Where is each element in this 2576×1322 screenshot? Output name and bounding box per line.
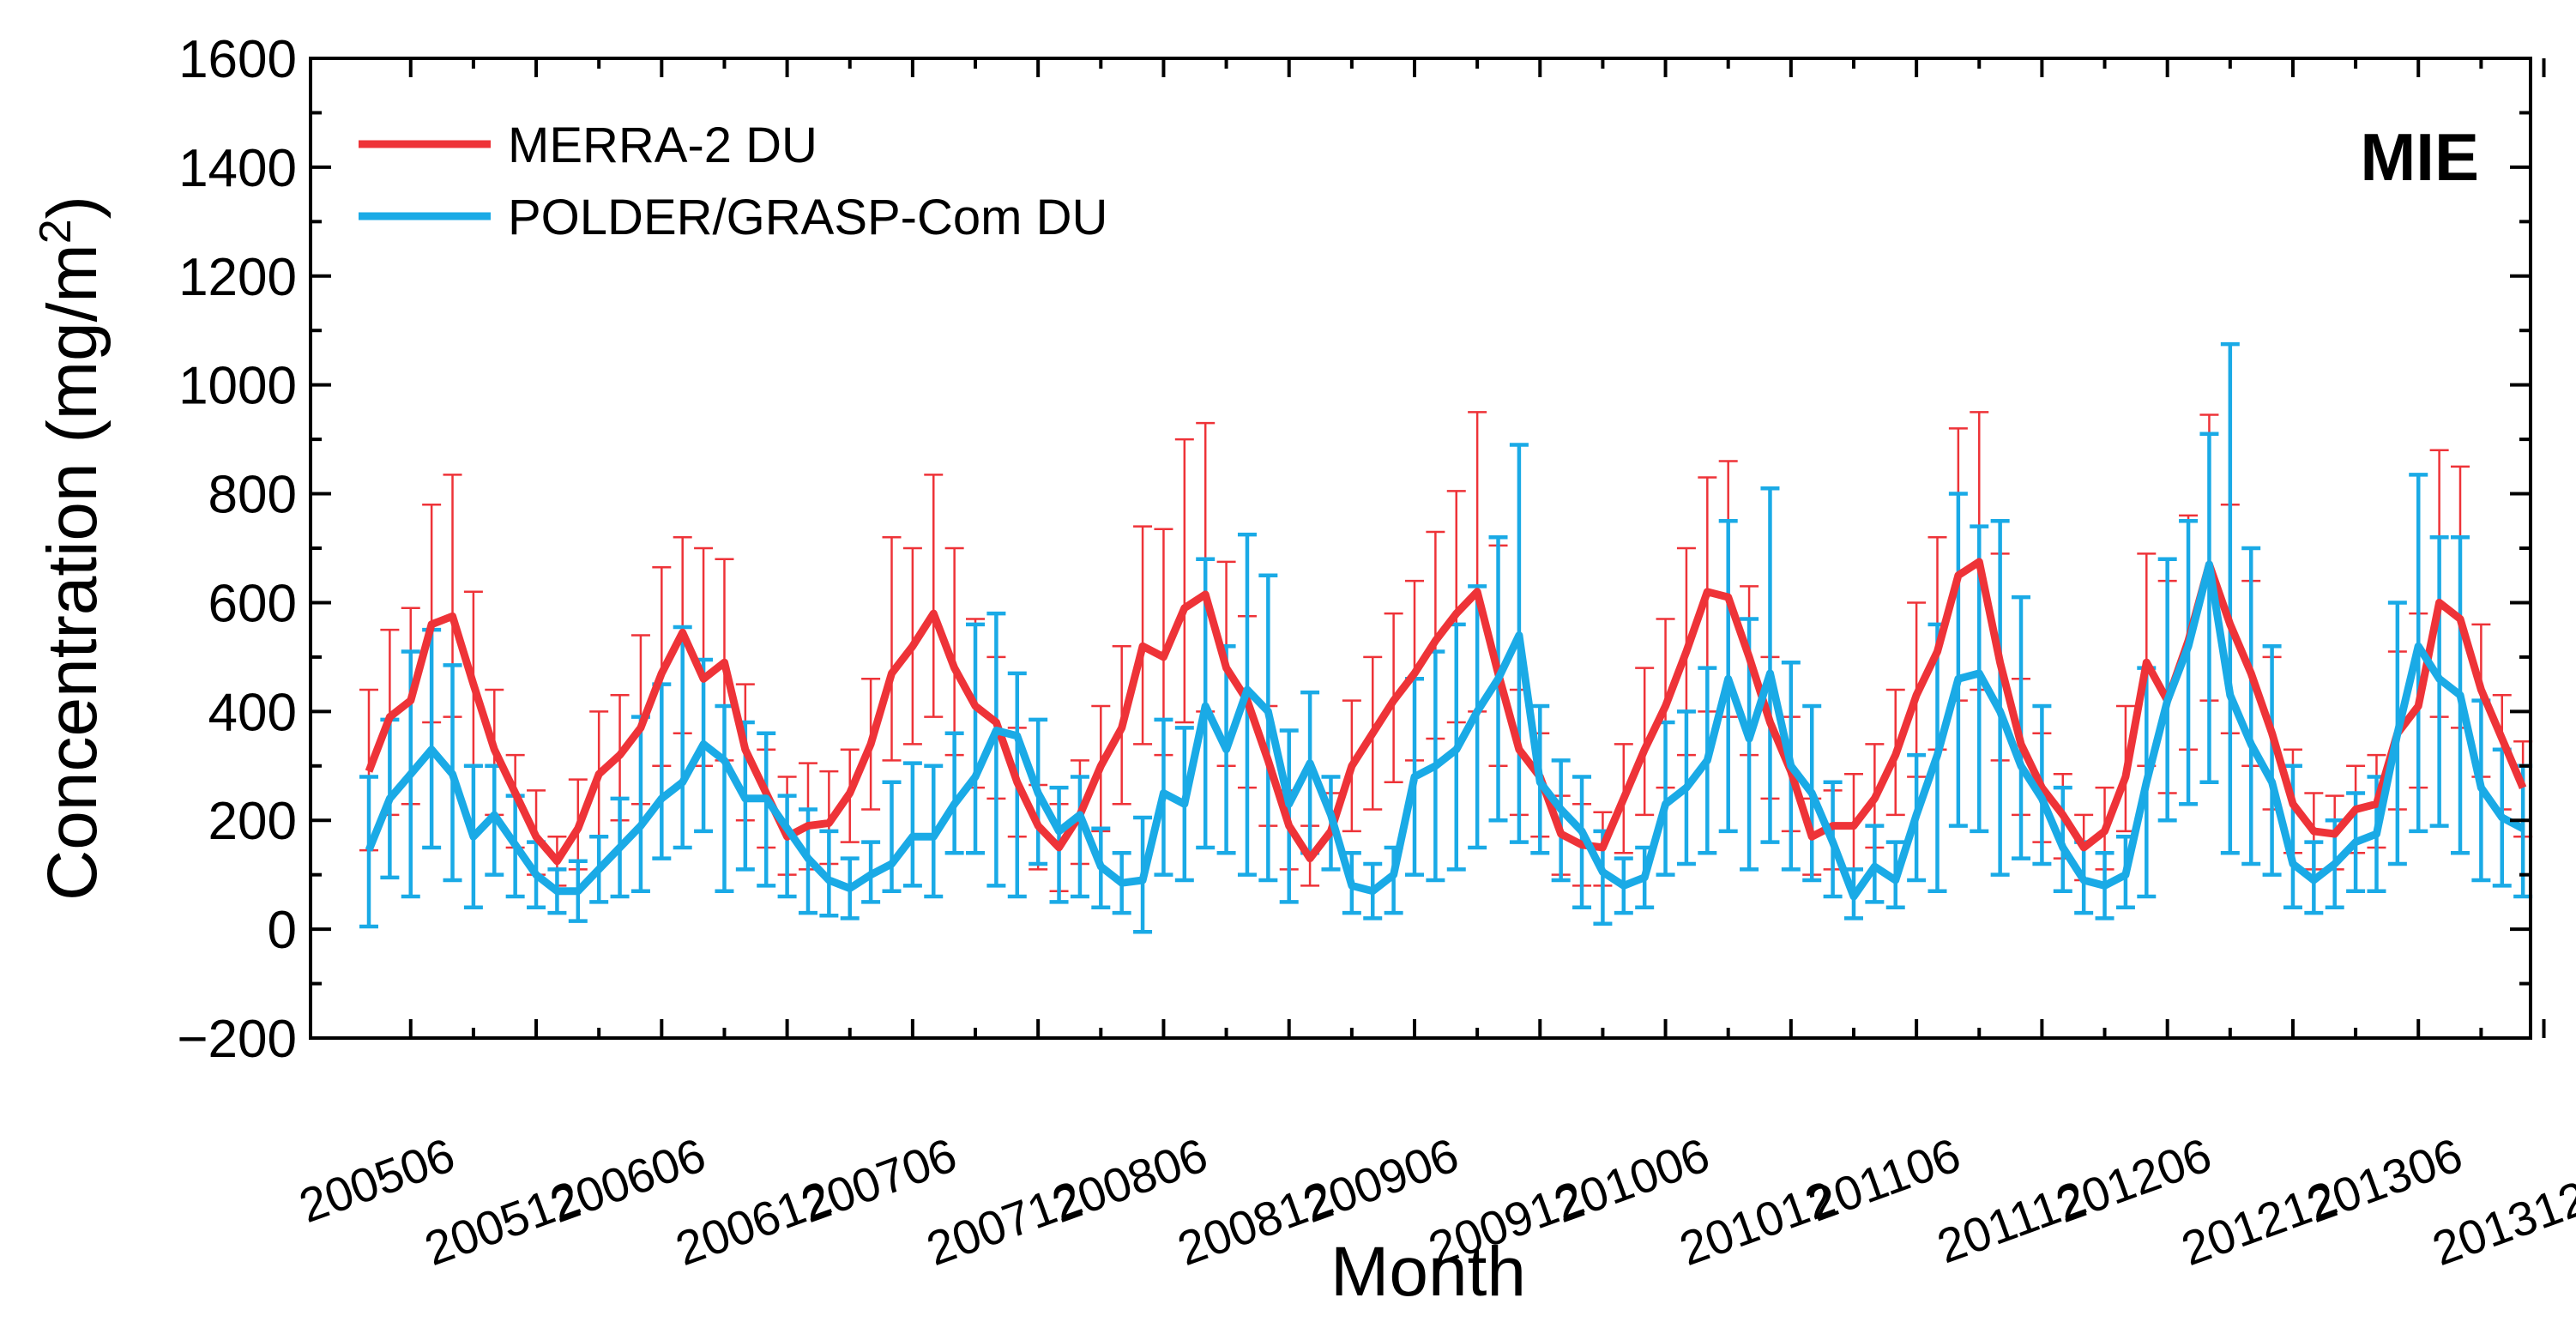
x-tick-label: 201206 <box>2049 1127 2218 1233</box>
x-tick-label: 201006 <box>1547 1127 1716 1233</box>
y-tick-label: 200 <box>208 792 297 851</box>
series-layer <box>359 341 2533 934</box>
x-axis-title: Month <box>1330 1233 1526 1311</box>
x-tick-label: 201306 <box>2300 1127 2469 1233</box>
legend-label-merra2: MERRA-2 DU <box>508 118 817 173</box>
y-tick-label: 1400 <box>178 139 297 198</box>
x-tick-label: 201106 <box>1801 1127 1967 1232</box>
series-merra2 <box>359 411 2533 892</box>
y-tick-label: 1000 <box>178 357 297 416</box>
y-tick-label: 600 <box>208 574 297 633</box>
y-tick-label: −200 <box>177 1010 297 1069</box>
x-tick-label: 200506 <box>293 1127 462 1233</box>
y-tick-label: 0 <box>268 901 297 960</box>
chart-annotation-label: MIE <box>2360 119 2479 195</box>
y-tick-label: 1200 <box>178 248 297 307</box>
x-tick-label: 200906 <box>1296 1127 1465 1233</box>
y-tick-label: 1600 <box>178 30 297 89</box>
y-tick-label: 400 <box>208 683 297 742</box>
x-tick-label: 201312 <box>2425 1170 2576 1276</box>
series-line-merra2 <box>365 558 2527 866</box>
x-tick-label: 200606 <box>543 1127 712 1233</box>
y-axis-title: Concentration (mg/m2) <box>31 196 112 901</box>
x-tick-label: 200706 <box>794 1127 963 1233</box>
x-tick-label: 200806 <box>1045 1127 1214 1233</box>
series-line-polder <box>365 560 2525 901</box>
y-tick-label: 800 <box>208 466 297 525</box>
legend-label-polder: POLDER/GRASP-Com DU <box>508 190 1107 245</box>
legend: MERRA-2 DU POLDER/GRASP-Com DU <box>359 118 1107 245</box>
